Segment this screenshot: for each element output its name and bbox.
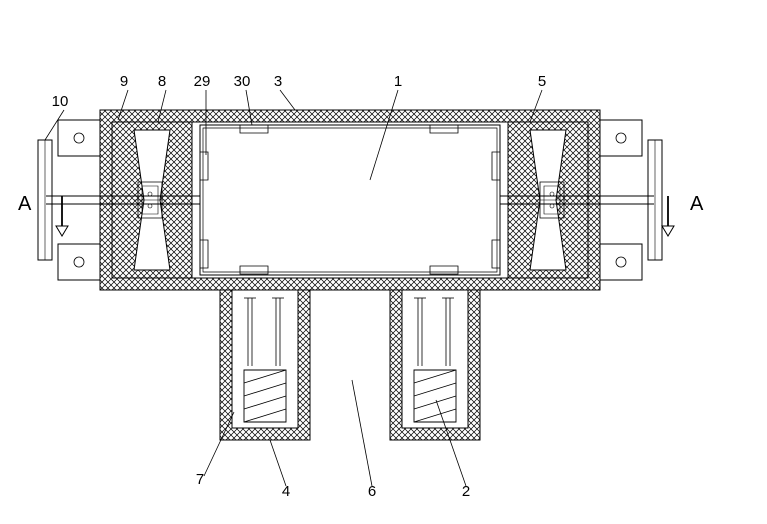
tab-right [492,240,500,268]
leader-10 [45,110,64,140]
callout-4: 4 [282,483,290,500]
callout-2: 2 [462,483,470,500]
diagram-cross-section: A A 1 3 5 30 29 8 9 10 2 4 6 7 [0,0,767,524]
tab-top [240,125,268,133]
callout-7: 7 [196,471,204,488]
lower-leg-right [390,290,480,440]
leader-3 [280,90,295,110]
right-bracket-bottom [600,244,642,280]
leader-1 [370,90,398,180]
tab-left [200,240,208,268]
coil-left [244,370,286,422]
callout-30: 30 [234,73,251,90]
left-bracket-top [58,120,100,156]
leader-4 [270,440,286,486]
leader-7 [204,412,234,476]
svg-text:A: A [18,193,32,215]
tab-right [492,152,500,180]
leader-2 [436,400,466,486]
lower-leg-left [220,290,310,440]
callout-1: 1 [394,73,402,90]
callout-5: 5 [538,73,546,90]
tab-bottom [430,266,458,274]
tab-left [200,152,208,180]
right-bracket-top [600,120,642,156]
callout-3: 3 [274,73,282,90]
callout-8: 8 [158,73,166,90]
left-bracket-bottom [58,244,100,280]
tab-top [430,125,458,133]
callout-10: 10 [52,93,69,110]
leader-6 [352,380,372,486]
callout-29: 29 [194,73,211,90]
svg-text:A: A [690,193,704,215]
chamber [200,125,500,275]
callout-6: 6 [368,483,376,500]
tab-bottom [240,266,268,274]
coil-right [414,370,456,422]
callout-9: 9 [120,73,128,90]
